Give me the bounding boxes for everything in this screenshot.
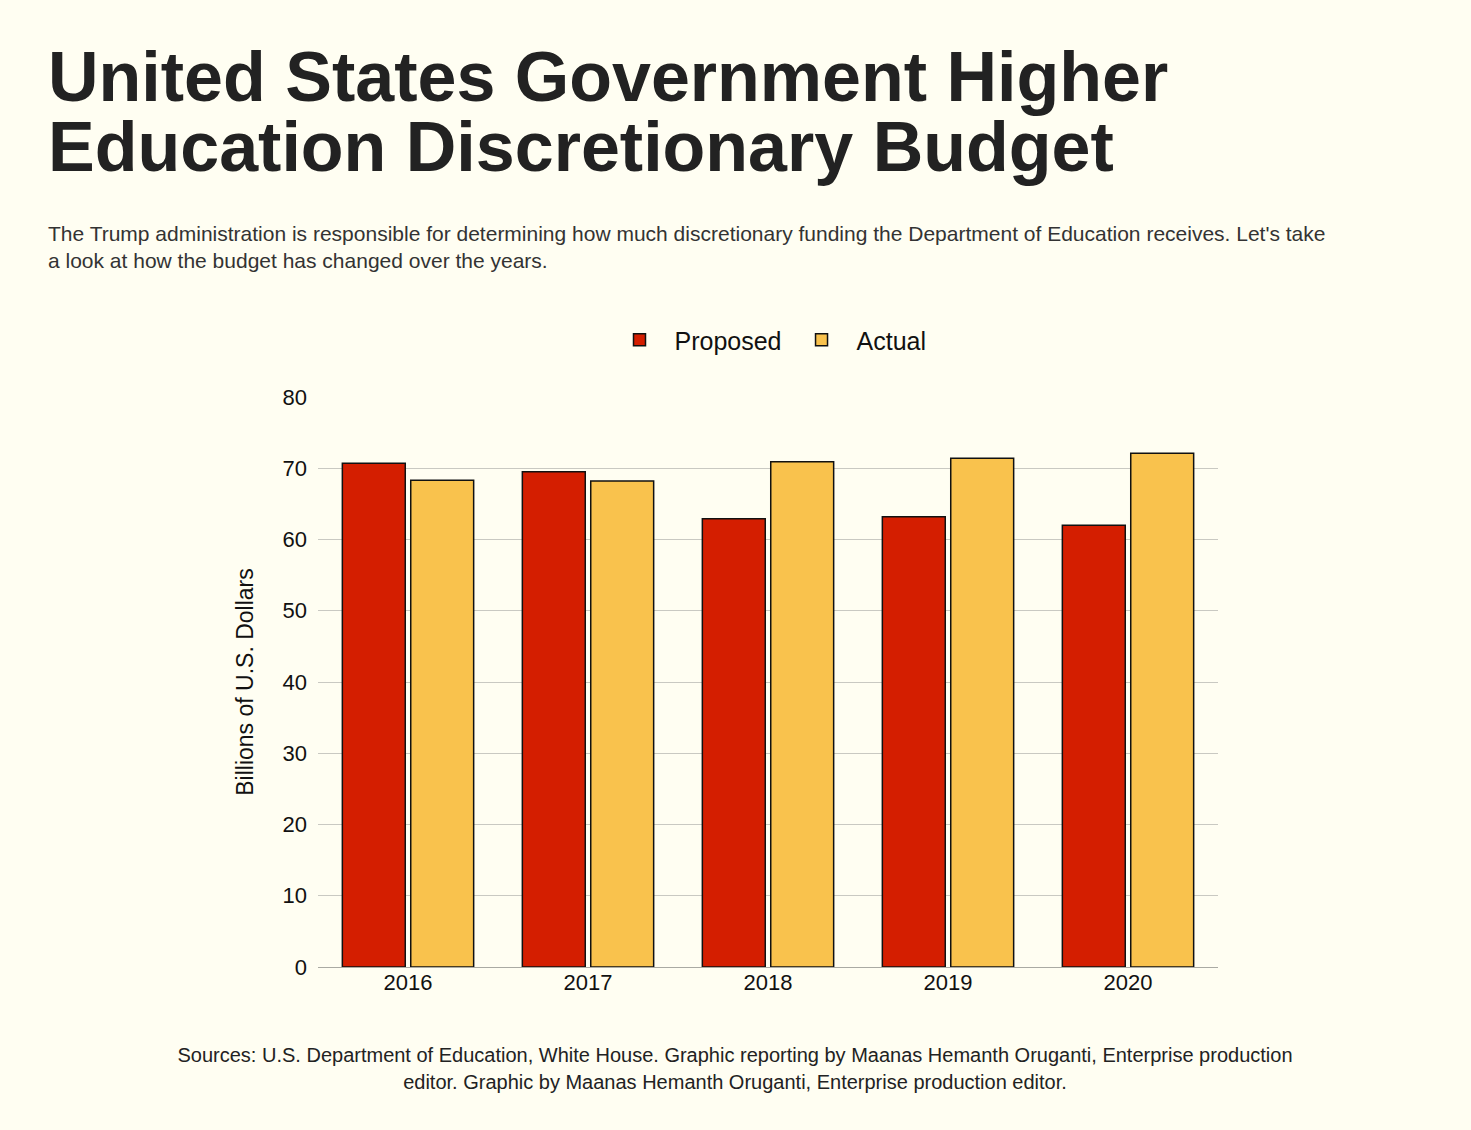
svg-text:40: 40 <box>283 670 307 695</box>
svg-text:2018: 2018 <box>744 970 793 995</box>
svg-text:2016: 2016 <box>384 970 433 995</box>
svg-text:60: 60 <box>283 527 307 552</box>
html-text:Sources: U.S. Department of Ed: Sources: U.S. Department of Education, W… <box>177 1044 1293 1093</box>
svg-text:Billions of U.S. Dollars: Billions of U.S. Dollars <box>232 568 258 796</box>
svg-text:2017: 2017 <box>564 970 613 995</box>
svg-text:80: 80 <box>283 385 307 410</box>
svg-text:2019: 2019 <box>924 970 973 995</box>
svg-text:Actual: Actual <box>857 327 926 355</box>
svg-text:20: 20 <box>283 812 307 837</box>
svg-text:Proposed: Proposed <box>675 327 782 355</box>
svg-text:10: 10 <box>283 883 307 908</box>
svg-text:70: 70 <box>283 456 307 481</box>
html-text:The Trump administration is re: The Trump administration is responsible … <box>48 222 1326 273</box>
svg-text:2020: 2020 <box>1104 970 1153 995</box>
svg-text:30: 30 <box>283 741 307 766</box>
svg-text:0: 0 <box>295 955 307 980</box>
html-text:United States Government Highe: United States Government Higher Educatio… <box>48 38 1169 186</box>
svg-text:50: 50 <box>283 598 307 623</box>
